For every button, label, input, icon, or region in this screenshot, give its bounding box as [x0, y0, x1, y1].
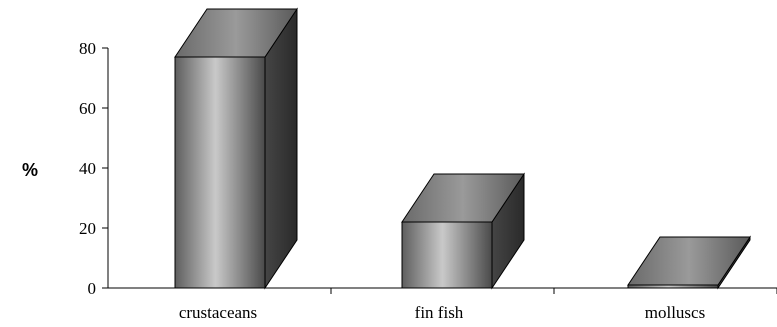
y-ticks: 0 20 40 60 80	[79, 39, 108, 298]
category-label: molluscs	[645, 303, 705, 322]
bar-fin-fish	[401, 172, 525, 290]
bar-front-face	[627, 284, 719, 289]
category-label: fin fish	[415, 303, 464, 322]
bar-side-face	[264, 7, 298, 290]
y-tick-label: 80	[79, 39, 96, 58]
bar-top-face	[627, 236, 751, 286]
bar-front-face	[174, 56, 266, 289]
bar-molluscs	[627, 235, 751, 290]
bar-crustaceans	[174, 7, 298, 290]
category-label: crustaceans	[179, 303, 257, 322]
y-axis-label: %	[22, 160, 38, 180]
bar-front-face	[401, 221, 493, 289]
bars	[174, 7, 751, 290]
x-ticks	[330, 288, 777, 294]
y-tick-label: 20	[79, 219, 96, 238]
y-tick-label: 0	[88, 279, 97, 298]
y-tick-label: 60	[79, 99, 96, 118]
y-tick-label: 40	[79, 159, 96, 178]
category-labels: crustaceans fin fish molluscs	[179, 303, 705, 322]
